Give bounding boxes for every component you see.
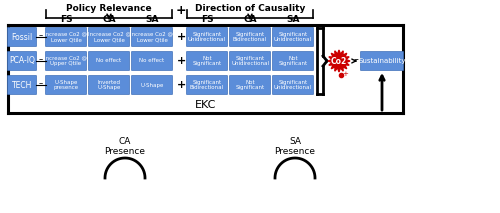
Text: PCA-IQ: PCA-IQ	[9, 56, 35, 66]
Text: SA: SA	[145, 16, 159, 24]
Text: Significant
Unidirectional: Significant Unidirectional	[231, 56, 269, 66]
FancyBboxPatch shape	[272, 27, 314, 46]
Text: SA: SA	[286, 16, 300, 24]
FancyBboxPatch shape	[46, 52, 86, 71]
Text: TECH: TECH	[12, 81, 32, 89]
FancyBboxPatch shape	[88, 52, 130, 71]
FancyBboxPatch shape	[132, 52, 172, 71]
Text: Direction of Causality: Direction of Causality	[195, 4, 305, 13]
FancyBboxPatch shape	[132, 75, 172, 95]
FancyBboxPatch shape	[230, 27, 270, 46]
Text: U-Shape
presence: U-Shape presence	[54, 80, 78, 90]
FancyBboxPatch shape	[230, 52, 270, 71]
Text: Significant
Bidirectional: Significant Bidirectional	[190, 80, 224, 90]
Text: Significant
Unidirectional: Significant Unidirectional	[188, 32, 226, 42]
Text: Increase Co2 @
Lower Qtile: Increase Co2 @ Lower Qtile	[88, 32, 130, 42]
FancyBboxPatch shape	[8, 52, 36, 71]
Text: Policy Relevance: Policy Relevance	[66, 4, 152, 13]
Text: Significant
Unidirectional: Significant Unidirectional	[274, 80, 312, 90]
Text: Increase Co2 @
Lower Qtile: Increase Co2 @ Lower Qtile	[44, 32, 88, 42]
Text: –: –	[39, 79, 43, 88]
FancyBboxPatch shape	[186, 52, 228, 71]
Text: Significant
Unidirectional: Significant Unidirectional	[274, 32, 312, 42]
Text: FS: FS	[200, 16, 213, 24]
Text: –: –	[354, 54, 358, 64]
Text: No effect: No effect	[96, 59, 122, 63]
FancyBboxPatch shape	[272, 52, 314, 71]
FancyBboxPatch shape	[8, 75, 36, 95]
Text: EKC: EKC	[195, 100, 216, 110]
Text: –: –	[39, 31, 43, 40]
FancyBboxPatch shape	[132, 27, 172, 46]
Text: Inverted
U-Shape: Inverted U-Shape	[98, 80, 120, 90]
Text: +: +	[342, 71, 348, 77]
Text: CA: CA	[102, 16, 116, 24]
Text: Sustainability: Sustainability	[358, 58, 406, 64]
Text: Increase Co2 @
Lower Qtile: Increase Co2 @ Lower Qtile	[130, 32, 174, 42]
FancyBboxPatch shape	[360, 52, 404, 71]
FancyBboxPatch shape	[46, 27, 86, 46]
FancyBboxPatch shape	[272, 75, 314, 95]
Text: –: –	[39, 55, 43, 64]
Text: Significant
Bidirectional: Significant Bidirectional	[233, 32, 267, 42]
Text: Not
Significant: Not Significant	[236, 80, 264, 90]
Text: CA: CA	[243, 16, 257, 24]
Text: +: +	[176, 56, 186, 66]
Text: Fossil: Fossil	[12, 33, 32, 42]
FancyBboxPatch shape	[46, 75, 86, 95]
Text: Not
Significant: Not Significant	[278, 56, 308, 66]
Text: Increase Co2 @
Upper Qtile: Increase Co2 @ Upper Qtile	[44, 56, 88, 66]
FancyBboxPatch shape	[88, 27, 130, 46]
FancyBboxPatch shape	[8, 27, 36, 46]
FancyBboxPatch shape	[186, 75, 228, 95]
FancyBboxPatch shape	[230, 75, 270, 95]
Text: Co2: Co2	[331, 56, 347, 66]
FancyBboxPatch shape	[88, 75, 130, 95]
FancyBboxPatch shape	[186, 27, 228, 46]
Text: U-Shape: U-Shape	[140, 82, 164, 88]
Text: Not
Significant: Not Significant	[192, 56, 222, 66]
Text: SA
Presence: SA Presence	[274, 137, 316, 156]
Text: +: +	[176, 3, 186, 16]
Text: CA
Presence: CA Presence	[104, 137, 146, 156]
Text: No effect: No effect	[140, 59, 164, 63]
Text: FS: FS	[60, 16, 72, 24]
Text: +: +	[176, 80, 186, 90]
Text: +: +	[176, 32, 186, 42]
Polygon shape	[328, 50, 350, 72]
